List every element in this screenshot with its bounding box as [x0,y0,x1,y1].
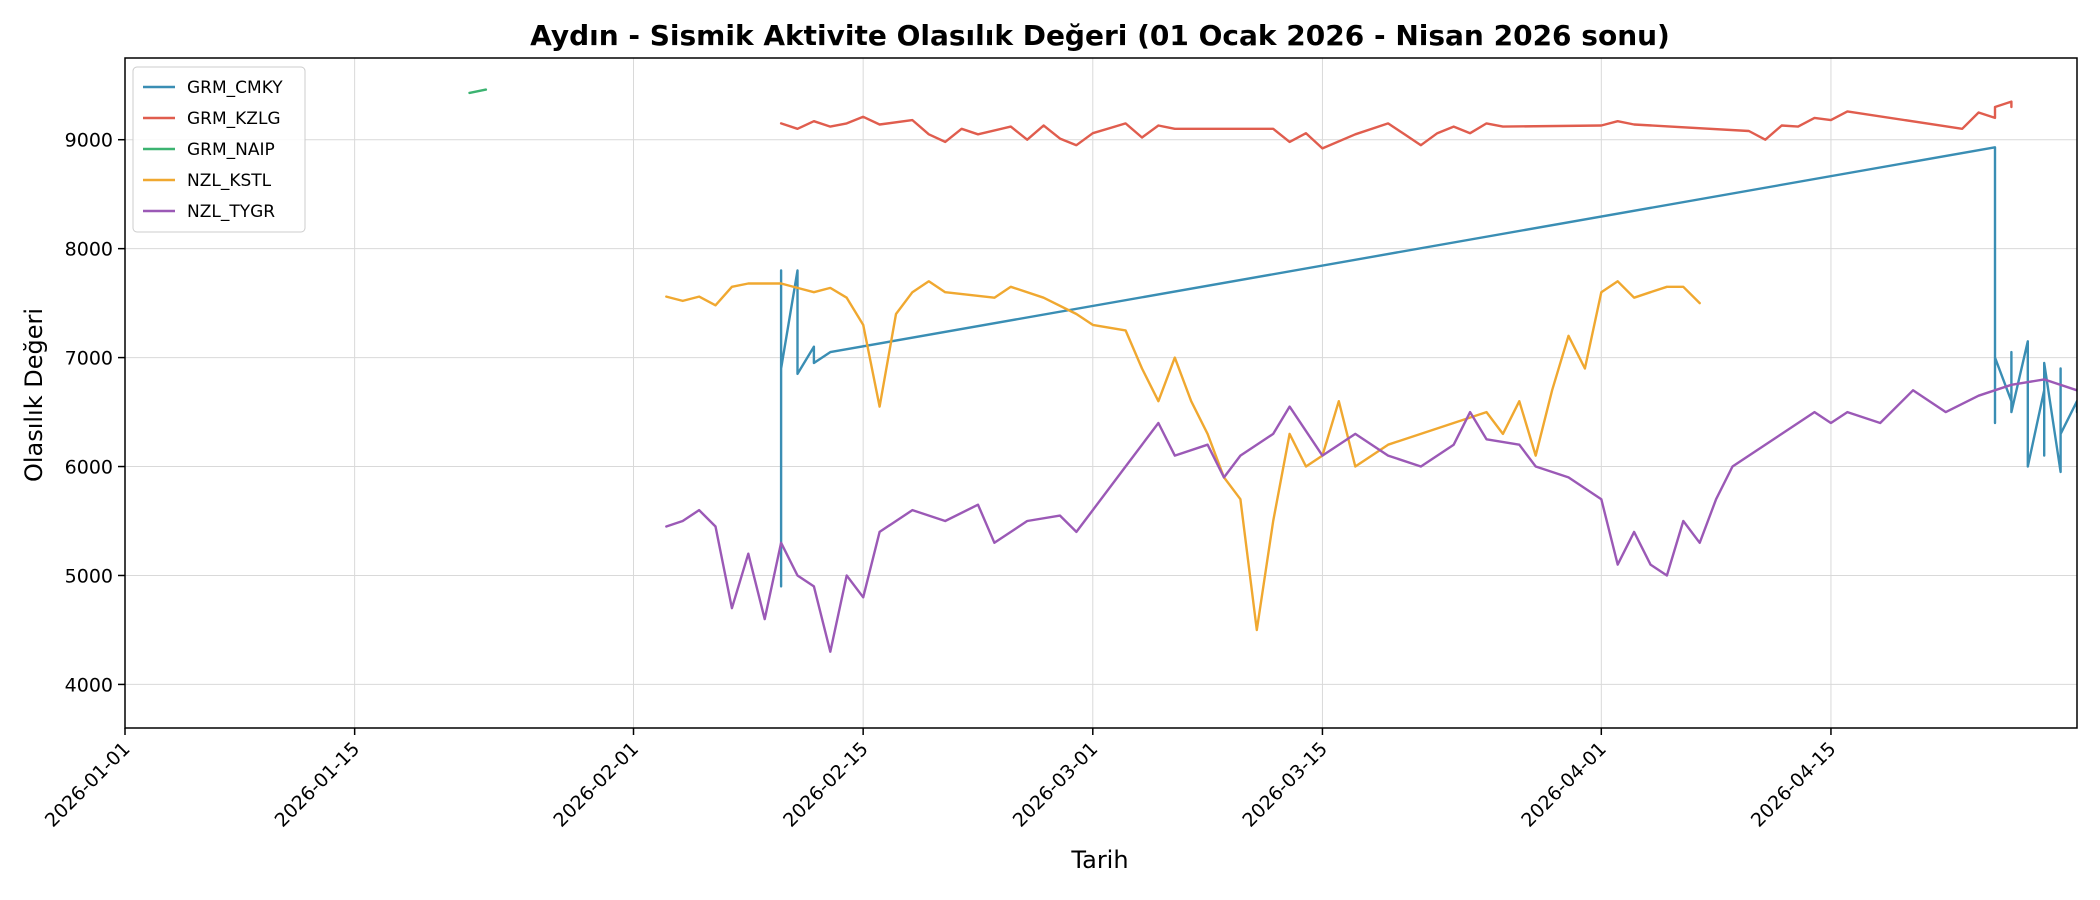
x-axis-ticks: 2026-01-01 2026-01-15 2026-02-01 2026-02-15… [41,728,1841,832]
legend-entry: NZL_TYGR [187,202,275,222]
y-tick-label: 6000 [65,457,113,479]
x-tick-label: 2026-01-01 [41,738,135,832]
x-tick-label: 2026-04-15 [1747,738,1841,832]
legend-entry: NZL_KSTL [187,171,272,191]
y-tick-label: 9000 [65,130,113,152]
chart-title: Aydın - Sismik Aktivite Olasılık Değeri … [530,19,1670,52]
legend-entry: GRM_NAIP [187,140,275,160]
grid [124,58,2077,728]
x-tick-label: 2026-03-15 [1238,738,1332,832]
series-line-grm-cmky [779,146,2077,588]
x-tick-label: 2026-04-01 [1517,738,1611,832]
legend-box [132,66,306,233]
y-tick-label: 5000 [65,565,113,587]
series-line-nzl-tygr [665,378,2077,653]
legend: GRM_CMKY GRM_KZLG GRM_NAIP NZL_KSTL NZL_TYGR [132,66,306,233]
plot-frame [124,57,2078,729]
y-tick-label: 7000 [65,348,113,370]
legend-entry: GRM_CMKY [187,78,283,98]
series-layer [468,88,2077,653]
x-tick-label: 2026-02-15 [779,738,873,832]
y-tick-label: 8000 [65,239,113,261]
y-axis-ticks: 4000 5000 6000 7000 8000 9000 [65,130,125,696]
legend-entry: GRM_KZLG [187,109,281,129]
series-line-nzl-kstl [665,280,1701,632]
y-tick-label: 4000 [65,674,113,696]
series-line-grm-kzlg [779,100,2013,150]
x-tick-label: 2026-02-01 [549,738,643,832]
y-axis-label: Olasılık Değeri [20,308,48,482]
x-axis-label: Tarih [1070,846,1128,874]
x-tick-label: 2026-01-15 [271,738,365,832]
x-tick-label: 2026-03-01 [1009,738,1103,832]
series-line-grm-naip [468,88,488,95]
